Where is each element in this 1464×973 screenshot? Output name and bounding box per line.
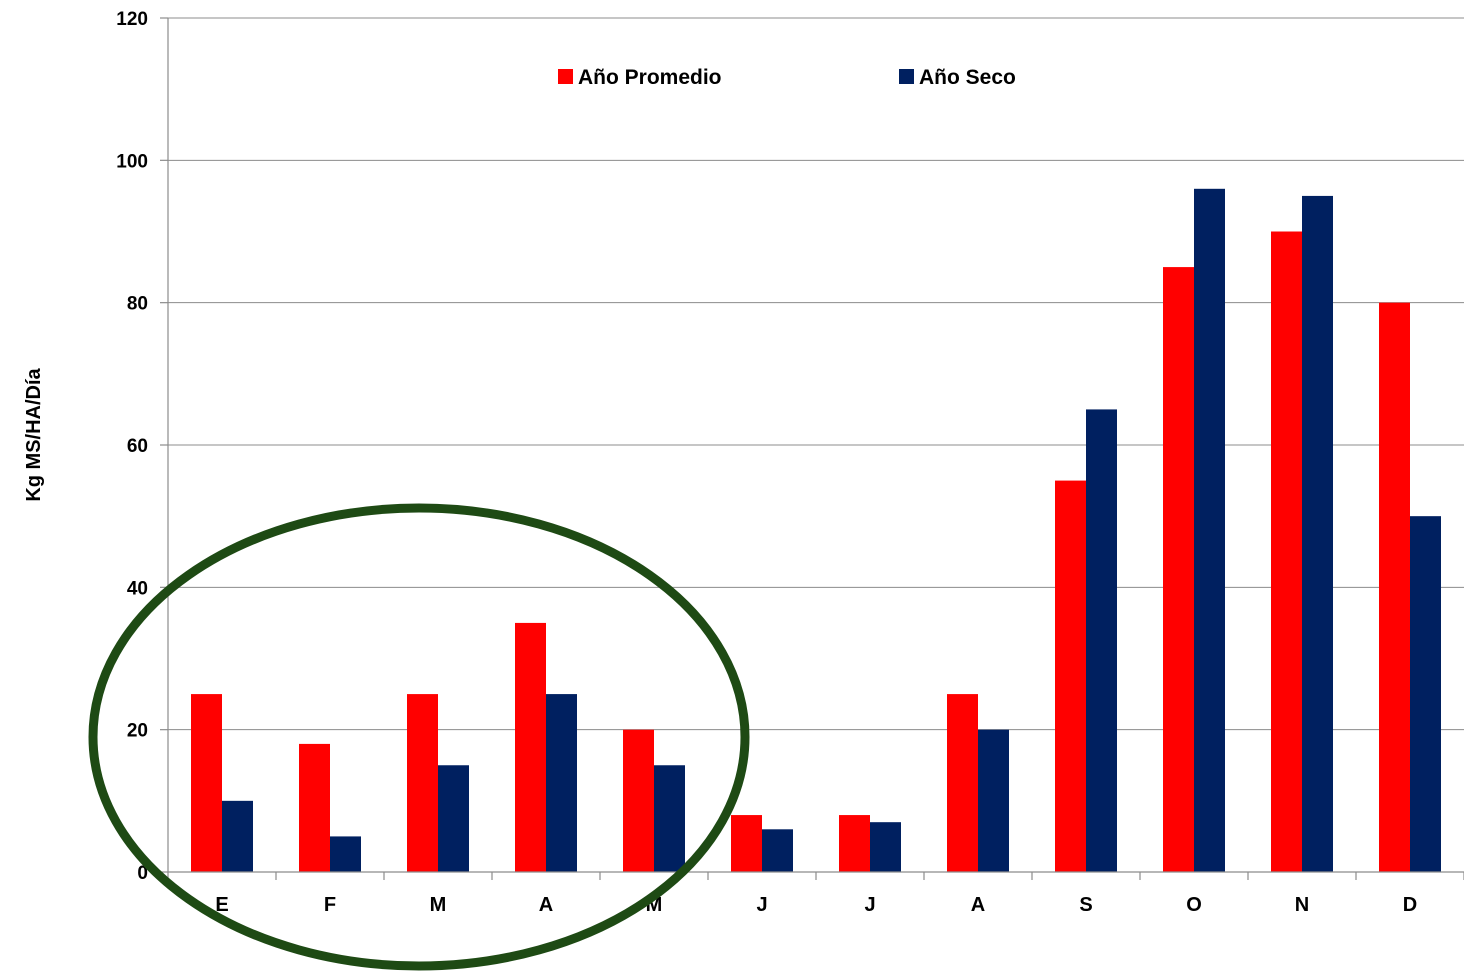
bar-ano-promedio-3 — [515, 622, 546, 872]
bar-ano-seco-2 — [438, 765, 469, 872]
y-tick-label: 0 — [137, 863, 148, 884]
y-tick-label: 80 — [127, 294, 148, 315]
x-tick-label: A — [539, 894, 553, 916]
bar-ano-promedio-4 — [623, 729, 654, 872]
bar-ano-promedio-1 — [299, 743, 330, 872]
x-tick-label: O — [1186, 894, 1202, 916]
bar-ano-seco-3 — [546, 694, 577, 872]
bar-ano-seco-8 — [1086, 409, 1117, 872]
x-tick-label: F — [324, 894, 336, 916]
x-tick-label: A — [971, 894, 985, 916]
y-axis-title: Kg MS/HA/Día — [23, 367, 45, 501]
legend-swatch — [899, 69, 914, 84]
x-tick-label: M — [430, 894, 447, 916]
gridlines — [160, 17, 1464, 873]
x-tick-label: S — [1079, 894, 1092, 916]
x-tick-label: J — [756, 894, 767, 916]
bar-ano-seco-1 — [330, 836, 361, 872]
bar-ano-promedio-8 — [1055, 480, 1086, 872]
legend-label: Año Promedio — [578, 66, 722, 89]
y-tick-label: 20 — [127, 721, 148, 742]
bars — [191, 188, 1441, 873]
bar-ano-seco-6 — [870, 822, 901, 872]
bar-ano-promedio-2 — [407, 694, 438, 872]
annotation — [88, 503, 750, 971]
bar-ano-promedio-11 — [1379, 302, 1410, 873]
bar-ano-promedio-6 — [839, 815, 870, 872]
x-tick-label: E — [215, 894, 228, 916]
bar-ano-seco-0 — [222, 800, 253, 872]
y-tick-labels: 0 20 40 60 80 100 120 — [116, 9, 148, 884]
bar-ano-promedio-10 — [1271, 231, 1302, 872]
x-tick-label: D — [1403, 894, 1417, 916]
bar-ano-seco-11 — [1410, 516, 1441, 872]
bar-ano-seco-5 — [762, 829, 793, 872]
x-tick-label: N — [1295, 894, 1309, 916]
bar-ano-promedio-0 — [191, 694, 222, 872]
y-tick-label: 60 — [127, 436, 148, 457]
bar-ano-seco-4 — [654, 765, 685, 872]
bar-ano-promedio-7 — [947, 694, 978, 872]
legend: Año Promedio Año Seco — [558, 66, 1016, 89]
y-tick-label: 120 — [116, 9, 148, 30]
bar-ano-seco-9 — [1194, 188, 1225, 873]
y-tick-label: 100 — [116, 151, 148, 172]
x-tick-label: J — [864, 894, 875, 916]
bar-ano-seco-7 — [978, 729, 1009, 872]
axes — [167, 18, 1464, 880]
bar-ano-promedio-5 — [731, 815, 762, 872]
legend-label: Año Seco — [919, 66, 1016, 89]
y-tick-label: 40 — [127, 578, 148, 599]
bar-ano-seco-10 — [1302, 195, 1333, 872]
legend-swatch — [558, 69, 573, 84]
highlight-ellipse — [88, 503, 750, 971]
bar-ano-promedio-9 — [1163, 267, 1194, 872]
